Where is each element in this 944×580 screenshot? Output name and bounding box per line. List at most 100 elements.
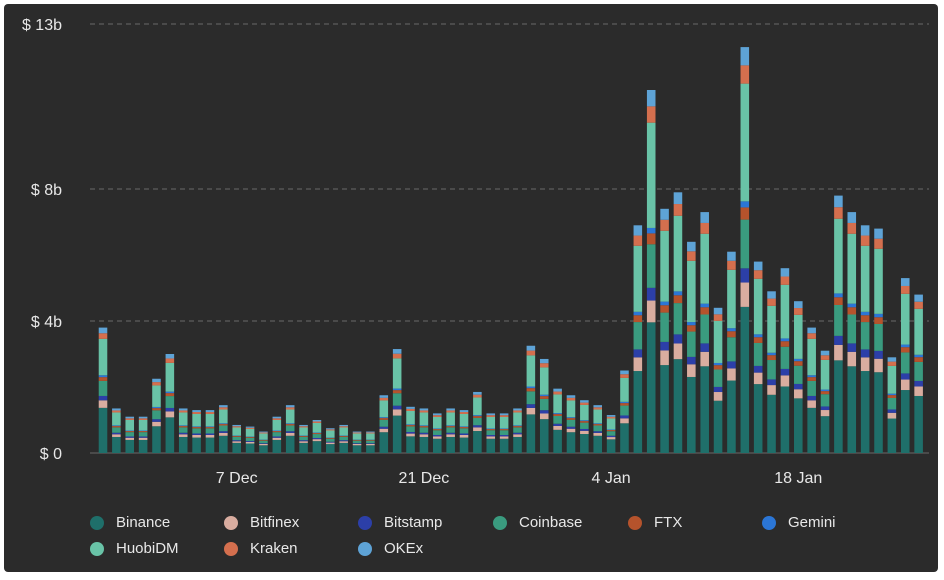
bar-segment-bitfinex xyxy=(446,434,455,437)
bar-segment-coinbase xyxy=(660,312,669,342)
bar-segment-okex xyxy=(205,410,215,413)
bar-segment-okex xyxy=(473,391,482,395)
bar-segment-okex xyxy=(713,307,723,315)
bar-segment-huobidm xyxy=(138,419,148,431)
legend-item-okex[interactable]: OKEx xyxy=(358,540,423,557)
bar-segment-bitstamp xyxy=(914,380,923,387)
bar-segment-gemini xyxy=(727,328,736,332)
bar-stack xyxy=(553,388,562,453)
bar-segment-kraken xyxy=(606,416,616,419)
bar-segment-okex xyxy=(299,424,308,427)
bar-segment-ftx xyxy=(379,418,389,420)
bar-stack xyxy=(767,291,776,453)
bar-segment-bitfinex xyxy=(834,344,843,361)
bar-segment-kraken xyxy=(687,251,696,261)
bar-stack xyxy=(165,354,175,453)
bar-segment-ftx xyxy=(606,430,616,432)
legend-swatch-icon xyxy=(628,515,642,530)
legend-item-binance[interactable]: Binance xyxy=(90,514,170,531)
bar-segment-bitstamp xyxy=(432,434,442,437)
bar-segment-bitfinex xyxy=(740,282,750,307)
bar-segment-huobidm xyxy=(245,428,255,437)
bar-segment-ftx xyxy=(112,426,121,428)
bar-segment-bitfinex xyxy=(660,350,669,366)
legend-item-bitstamp[interactable]: Bitstamp xyxy=(358,514,442,531)
bar-segment-gemini xyxy=(566,417,576,419)
bar-segment-okex xyxy=(178,408,188,411)
bar-segment-binance xyxy=(285,435,295,453)
bar-segment-okex xyxy=(232,424,241,427)
bar-segment-coinbase xyxy=(526,391,536,405)
bar-segment-okex xyxy=(660,208,669,220)
bar-segment-coinbase xyxy=(713,369,723,387)
bar-segment-binance xyxy=(914,395,923,453)
bar-segment-gemini xyxy=(753,334,763,338)
bar-segment-bitfinex xyxy=(780,375,790,387)
bar-segment-ftx xyxy=(272,431,282,433)
legend-item-huobidm[interactable]: HuobiDM xyxy=(90,540,179,557)
bar-segment-gemini xyxy=(138,430,148,432)
bar-segment-gemini xyxy=(887,393,897,396)
bar-segment-okex xyxy=(887,357,897,362)
bar-segment-kraken xyxy=(620,374,629,378)
bar-segment-kraken xyxy=(205,412,215,414)
bar-segment-huobidm xyxy=(406,410,415,425)
bar-segment-bitfinex xyxy=(219,432,228,436)
bar-stack xyxy=(887,357,897,453)
bar-stack xyxy=(914,294,923,453)
bar-segment-bitstamp xyxy=(245,440,255,442)
bar-segment-bitfinex xyxy=(379,428,389,433)
bar-segment-okex xyxy=(406,406,415,409)
bar-segment-bitfinex xyxy=(138,437,148,440)
bar-segment-bitstamp xyxy=(138,436,148,438)
bar-stack xyxy=(753,261,763,453)
bar-segment-gemini xyxy=(272,430,282,432)
bar-segment-huobidm xyxy=(887,365,897,394)
bar-segment-ftx xyxy=(459,427,469,429)
bar-segment-ftx xyxy=(339,436,348,437)
legend-item-kraken[interactable]: Kraken xyxy=(224,540,298,557)
legend-item-ftx[interactable]: FTX xyxy=(628,514,682,531)
bar-segment-kraken xyxy=(874,238,883,249)
bar-segment-bitfinex xyxy=(566,428,576,433)
bar-segment-coinbase xyxy=(432,430,442,435)
bar-segment-bitstamp xyxy=(834,335,843,345)
bar-segment-coinbase xyxy=(259,440,268,444)
legend-swatch-icon xyxy=(358,515,372,530)
bar-segment-gemini xyxy=(900,344,910,348)
bar-segment-kraken xyxy=(593,407,603,410)
legend-item-coinbase[interactable]: Coinbase xyxy=(493,514,582,531)
bar-segment-kraken xyxy=(486,415,496,417)
bar-segment-binance xyxy=(687,376,696,453)
bar-stack xyxy=(259,431,268,453)
bar-segment-kraken xyxy=(526,350,536,356)
bar-segment-bitfinex xyxy=(98,400,108,408)
bar-segment-kraken xyxy=(473,394,482,398)
bar-segment-binance xyxy=(152,426,161,453)
bar-segment-okex xyxy=(834,195,843,208)
bar-stack xyxy=(379,395,389,453)
bar-segment-bitstamp xyxy=(112,432,121,435)
bar-segment-gemini xyxy=(807,375,816,378)
bar-segment-okex xyxy=(219,405,228,408)
bar-segment-kraken xyxy=(513,410,522,413)
bar-segment-binance xyxy=(780,386,790,453)
legend-label: Kraken xyxy=(250,540,298,557)
y-tick-label: $ 13b xyxy=(22,17,62,34)
bar-stack xyxy=(539,358,549,453)
bar-segment-coinbase xyxy=(807,380,816,396)
bar-segment-bitfinex xyxy=(299,441,308,443)
bar-segment-coinbase xyxy=(539,398,549,411)
bar-segment-okex xyxy=(620,370,629,375)
legend-item-bitfinex[interactable]: Bitfinex xyxy=(224,514,299,531)
bar-segment-kraken xyxy=(245,427,255,429)
bar-segment-coinbase xyxy=(874,323,883,351)
bar-segment-bitstamp xyxy=(473,425,482,428)
bar-stack xyxy=(900,278,910,453)
legend-item-gemini[interactable]: Gemini xyxy=(762,514,836,531)
bar-segment-okex xyxy=(820,350,830,356)
bar-segment-bitstamp xyxy=(566,426,576,429)
bar-segment-kraken xyxy=(312,421,322,423)
bar-stack xyxy=(406,406,415,453)
bar-segment-gemini xyxy=(606,429,616,431)
